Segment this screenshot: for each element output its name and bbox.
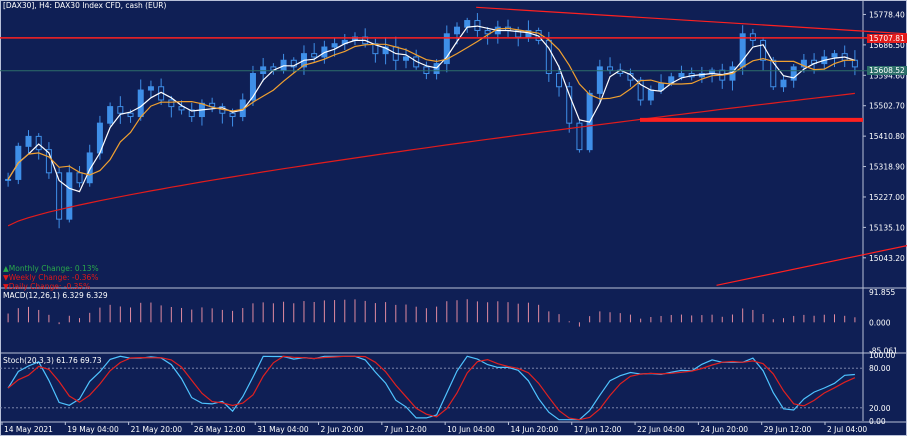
candle-body: [831, 53, 838, 58]
time-tick-label: 14 May 2021: [4, 425, 53, 434]
time-tick-label: 22 Jun 04:00: [637, 425, 685, 434]
macd-tick-label: -85.061: [869, 346, 898, 355]
candle-body: [86, 152, 93, 184]
candle-body: [25, 135, 32, 147]
price-tick-label: 15043.20: [869, 254, 905, 263]
monthly-change-text: Monthly Change: 0.13%: [8, 264, 99, 273]
price-tick-label: 15318.90: [869, 163, 905, 172]
stoch-tick-label: 100.00: [869, 351, 895, 360]
candle-body: [311, 53, 318, 58]
price-tick-label: 15227.00: [869, 193, 905, 202]
candle-body: [484, 29, 491, 35]
price-tick-label: 15686.50: [869, 41, 905, 50]
candle-body: [249, 73, 256, 101]
time-tick-label: 7 Jun 12:00: [384, 425, 427, 434]
macd-title: MACD(12,26,1) 6.329 6.329: [3, 291, 108, 300]
stoch-signal-line: [7, 355, 856, 421]
candle-body: [35, 135, 42, 151]
candle-body: [168, 99, 175, 108]
candle-body: [229, 112, 236, 118]
candle-body: [5, 178, 12, 181]
trendline-lower: [716, 245, 907, 286]
time-tick-label: 10 Jun 04:00: [447, 425, 495, 434]
price-tick-label: 15135.10: [869, 223, 905, 232]
time-tick-label: 21 May 20:00: [131, 425, 183, 434]
time-tick-label: 17 Jun 12:00: [574, 425, 622, 434]
candle-body: [290, 59, 297, 68]
candle-body: [760, 39, 767, 61]
candle-body: [147, 86, 154, 91]
down-arrow-icon: ▼: [3, 282, 9, 291]
candle-body: [556, 73, 563, 88]
candle-body: [800, 59, 807, 68]
down-arrow-icon: ▼: [3, 273, 9, 282]
price-tick-label: 15410.80: [869, 132, 905, 141]
candle-body: [607, 66, 614, 71]
daily-change: ▼Daily Change: -0.35%: [3, 282, 99, 291]
candle-body: [678, 73, 685, 78]
stoch-main-line: [7, 355, 855, 421]
candle-body: [66, 172, 73, 220]
daily-change-text: Daily Change: -0.35%: [8, 282, 91, 291]
monthly-change: ▲Monthly Change: 0.13%: [3, 264, 99, 273]
change-summary: ▲Monthly Change: 0.13% ▼Weekly Change: -…: [3, 264, 99, 291]
candle-body: [107, 106, 114, 124]
time-tick-label: 14 Jun 20:00: [510, 425, 558, 434]
macd-tick-label: 0.000: [869, 318, 891, 327]
candle-body: [454, 26, 461, 35]
ma-fast-line: [7, 25, 856, 193]
time-tick-label: 2 Jun 20:00: [321, 425, 364, 434]
ma-slow-line: [7, 92, 855, 227]
candle-body: [566, 86, 573, 124]
candle-body: [76, 172, 83, 184]
stoch-tick-label: 80.00: [869, 364, 891, 373]
chart-title: [DAX30], H4: DAX30 Index CFD, cash (EUR): [3, 1, 167, 10]
candle-body: [576, 122, 583, 151]
candle-body: [443, 33, 450, 65]
weekly-change: ▼Weekly Change: -0.36%: [3, 273, 99, 282]
candle-body: [331, 43, 338, 48]
candle-body: [137, 89, 144, 118]
time-tick-label: 26 May 12:00: [194, 425, 246, 434]
candle-body: [382, 46, 389, 55]
candle-body: [851, 59, 858, 68]
time-tick-label: 2 Jul 04:00: [827, 425, 867, 434]
trendline-upper: [476, 6, 907, 35]
upper-level-badge: 15707.81: [867, 34, 907, 43]
candle-body: [647, 89, 654, 101]
up-arrow-icon: ▲: [3, 264, 9, 273]
price-tick-label: 15502.70: [869, 102, 905, 111]
ma-mid-line: [7, 27, 855, 180]
current-price-badge: 15608.52: [867, 66, 907, 75]
stoch-tick-label: 20.00: [869, 404, 891, 413]
candle-body: [127, 112, 134, 118]
candle-body: [780, 79, 787, 88]
price-tick-label: 15594.60: [869, 71, 905, 80]
time-tick-label: 29 Jun 12:00: [764, 425, 812, 434]
candle-body: [464, 20, 471, 28]
candle-body: [596, 66, 603, 94]
candle-body: [56, 172, 63, 220]
stoch-tick-label: 0.00: [869, 417, 886, 426]
candle-body: [402, 56, 409, 61]
candle-body: [790, 66, 797, 81]
candle-body: [178, 106, 185, 111]
price-tick-label: 15778.40: [869, 10, 905, 19]
time-tick-label: 19 May 04:00: [67, 425, 119, 434]
candle-body: [658, 82, 665, 91]
candle-body: [117, 106, 124, 114]
macd-tick-label: 91.855: [869, 288, 895, 297]
candle-body: [770, 59, 777, 88]
stoch-title: Stoch(20,3,3) 61.76 69.73: [3, 356, 102, 365]
candle-body: [188, 109, 195, 118]
time-tick-label: 31 May 04:00: [257, 425, 309, 434]
weekly-change-text: Weekly Change: -0.36%: [8, 273, 99, 282]
time-tick-label: 24 Jun 20:00: [700, 425, 748, 434]
